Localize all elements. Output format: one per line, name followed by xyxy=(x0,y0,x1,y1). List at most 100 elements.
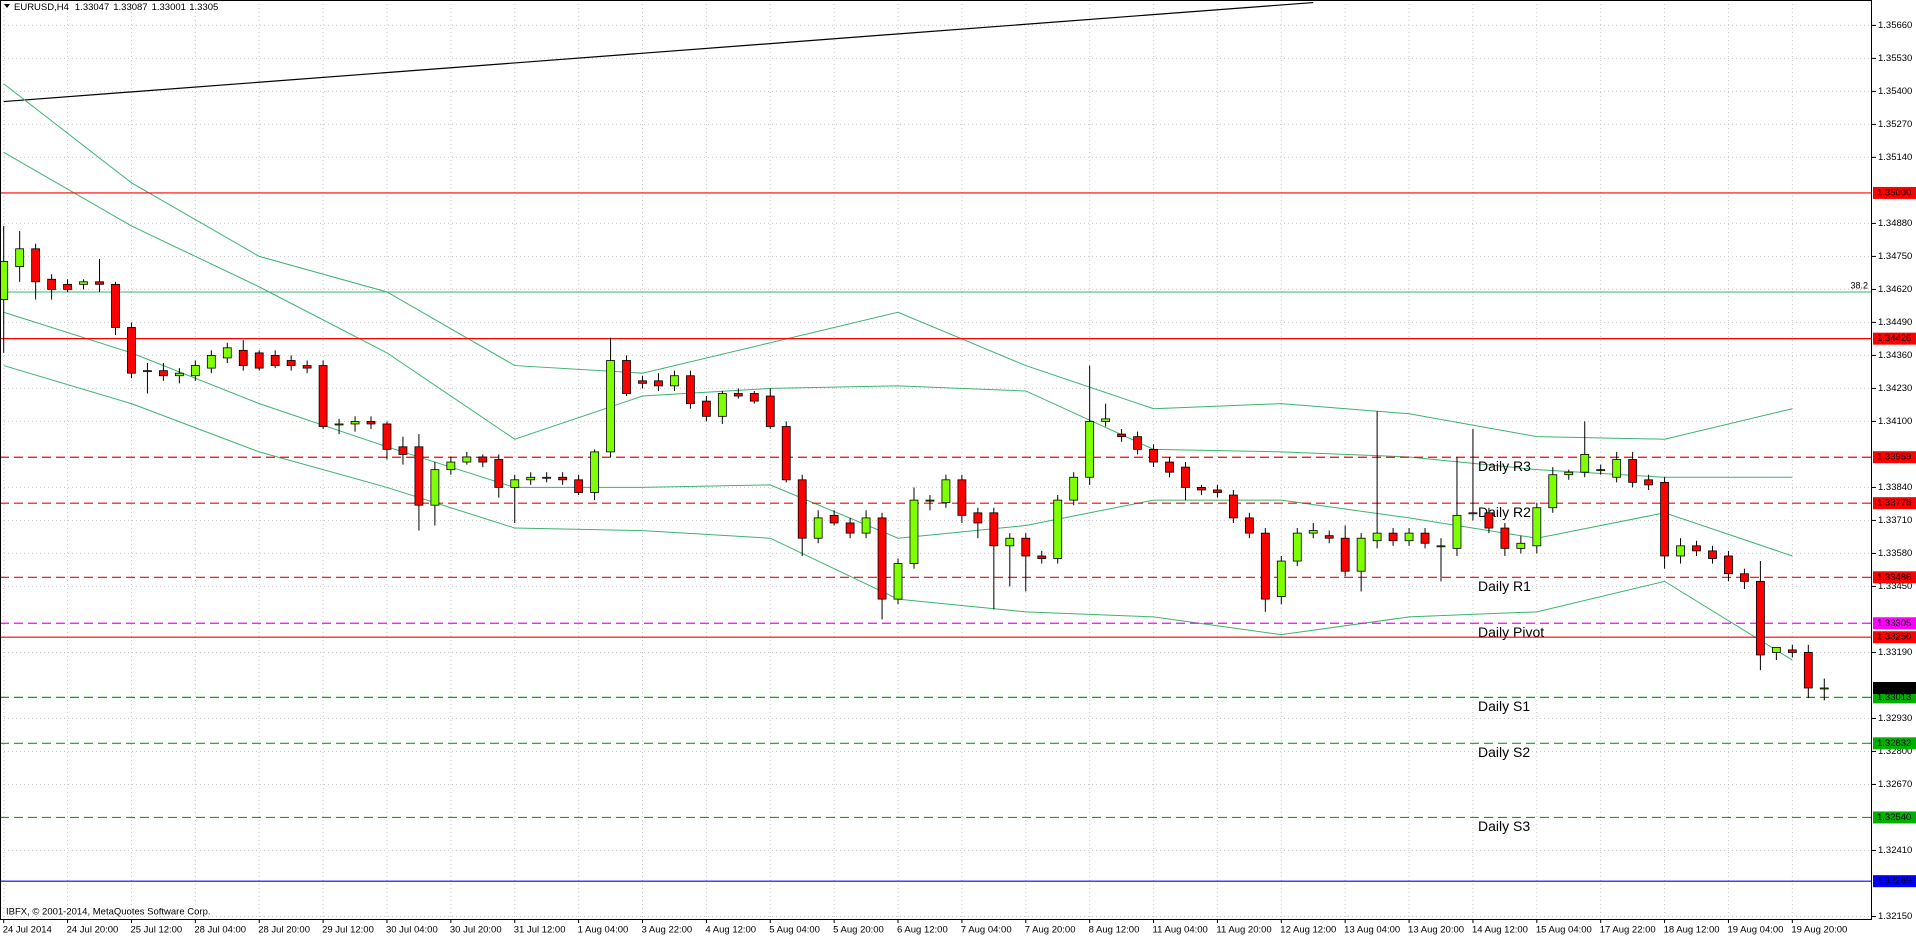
level-name: Daily S2 xyxy=(1478,744,1530,760)
candle-body xyxy=(1388,532,1398,542)
price-box xyxy=(1873,737,1916,750)
candle-body xyxy=(1276,560,1286,597)
y-tick-label: 1.32150 xyxy=(1878,911,1912,922)
x-tick-label: 30 Jul 04:00 xyxy=(386,925,438,936)
x-tick-label: 25 Jul 12:00 xyxy=(130,925,182,936)
candle-body xyxy=(478,456,488,463)
y-tick-label: 1.32410 xyxy=(1878,845,1912,856)
candle-body xyxy=(1452,514,1462,549)
trendline xyxy=(3,1,1314,103)
x-tick-label: 1 Aug 04:00 xyxy=(578,925,629,936)
candle-body xyxy=(1133,436,1142,450)
candle-body xyxy=(654,380,663,387)
x-tick-label: 15 Aug 04:00 xyxy=(1536,925,1592,936)
price-box xyxy=(1873,571,1916,584)
x-tick-label: 7 Aug 20:00 xyxy=(1025,925,1076,936)
candle-body xyxy=(95,281,104,285)
candle-body xyxy=(462,456,472,463)
candle-body xyxy=(318,365,328,427)
chart-header: EURUSD,H4 1.33047 1.33087 1.33001 1.3305 xyxy=(14,2,218,13)
candle-body xyxy=(1644,479,1654,486)
candle-body xyxy=(1676,545,1685,557)
level-name: Daily S3 xyxy=(1478,818,1530,834)
y-tick-label: 1.33710 xyxy=(1878,515,1912,526)
price-box-label: 1.32540 xyxy=(1877,812,1911,823)
y-tick-label: 1.35660 xyxy=(1878,20,1912,31)
y-tick-label: 1.33840 xyxy=(1878,482,1912,493)
candle-body xyxy=(973,512,983,524)
level-name: Daily R3 xyxy=(1478,458,1531,474)
candle-body xyxy=(813,517,823,539)
x-tick-label: 12 Aug 12:00 xyxy=(1280,925,1336,936)
price-box xyxy=(1873,681,1916,694)
candle-body xyxy=(446,461,456,471)
candle-body xyxy=(1372,532,1382,542)
candle-body xyxy=(797,479,807,539)
x-tick-label: 19 Aug 04:00 xyxy=(1727,925,1783,936)
candle-body xyxy=(382,423,392,450)
candle-body xyxy=(941,479,951,504)
candle-body xyxy=(1324,535,1334,539)
candles xyxy=(0,225,1829,701)
candle-body xyxy=(1213,489,1222,493)
candle-body xyxy=(781,426,791,481)
candle-body xyxy=(925,499,935,502)
candle-body xyxy=(414,446,424,506)
candle-body xyxy=(190,365,200,377)
x-tick-label: 30 Jul 20:00 xyxy=(450,925,502,936)
candle-body xyxy=(1660,481,1669,557)
candle-body xyxy=(1420,532,1430,544)
level-name: Daily Pivot xyxy=(1478,624,1544,640)
band-line xyxy=(3,83,1793,440)
x-tick-label: 29 Jul 12:00 xyxy=(322,925,374,936)
candle-body xyxy=(366,421,376,425)
x-tick-label: 28 Jul 20:00 xyxy=(258,925,310,936)
candle-body xyxy=(1053,499,1063,559)
candle-body xyxy=(206,355,216,369)
x-tick-label: 19 Aug 20:00 xyxy=(1791,925,1847,936)
band-line xyxy=(3,311,1793,557)
y-tick-label: 1.34230 xyxy=(1878,383,1912,394)
copyright: IBFX, © 2001-2014, MetaQuotes Software C… xyxy=(6,907,211,918)
x-tick-label: 14 Aug 12:00 xyxy=(1472,925,1528,936)
price-box xyxy=(1873,617,1916,630)
open-value: 1.33047 xyxy=(75,2,109,13)
symbol: EURUSD,H4 xyxy=(14,2,69,13)
candle-body xyxy=(510,479,520,488)
candle-body xyxy=(1468,512,1478,515)
y-tick-label: 1.33580 xyxy=(1878,548,1912,559)
menu-arrow[interactable] xyxy=(4,4,10,8)
candle-body xyxy=(1037,555,1047,559)
price-box xyxy=(1873,691,1916,704)
x-tick-label: 13 Aug 04:00 xyxy=(1344,925,1400,936)
candle-body xyxy=(717,393,727,417)
price-box-label: 1.33778 xyxy=(1877,498,1911,509)
candle-body xyxy=(670,375,679,387)
candle-body xyxy=(765,395,775,427)
y-tick-label: 1.32800 xyxy=(1878,746,1912,757)
x-tick-label: 8 Aug 12:00 xyxy=(1089,925,1140,936)
candle-body xyxy=(526,476,536,481)
candle-body xyxy=(1708,550,1717,559)
candle-body xyxy=(254,352,264,369)
y-tick-label: 1.33450 xyxy=(1878,581,1912,592)
x-tick-label: 11 Aug 20:00 xyxy=(1216,925,1271,936)
candle-body xyxy=(1484,512,1494,529)
y-tick-label: 1.34750 xyxy=(1878,251,1912,262)
candle-body xyxy=(334,423,344,426)
price-box xyxy=(1873,186,1916,199)
y-tick-label: 1.32670 xyxy=(1878,779,1912,790)
y-tick-label: 1.34360 xyxy=(1878,350,1912,361)
candle-body xyxy=(701,400,711,417)
candle-body xyxy=(79,281,88,285)
price-box-label: 1.34426 xyxy=(1877,333,1911,344)
candle-body xyxy=(158,370,168,377)
x-tick-label: 24 Jul 2014 xyxy=(3,925,52,936)
candle-body xyxy=(270,355,280,366)
candle-body xyxy=(1292,532,1302,562)
candle-body xyxy=(1069,476,1079,501)
x-tick-label: 24 Jul 20:00 xyxy=(67,925,119,936)
candle-body xyxy=(989,512,999,547)
price-box-label: 1.32832 xyxy=(1877,738,1911,749)
